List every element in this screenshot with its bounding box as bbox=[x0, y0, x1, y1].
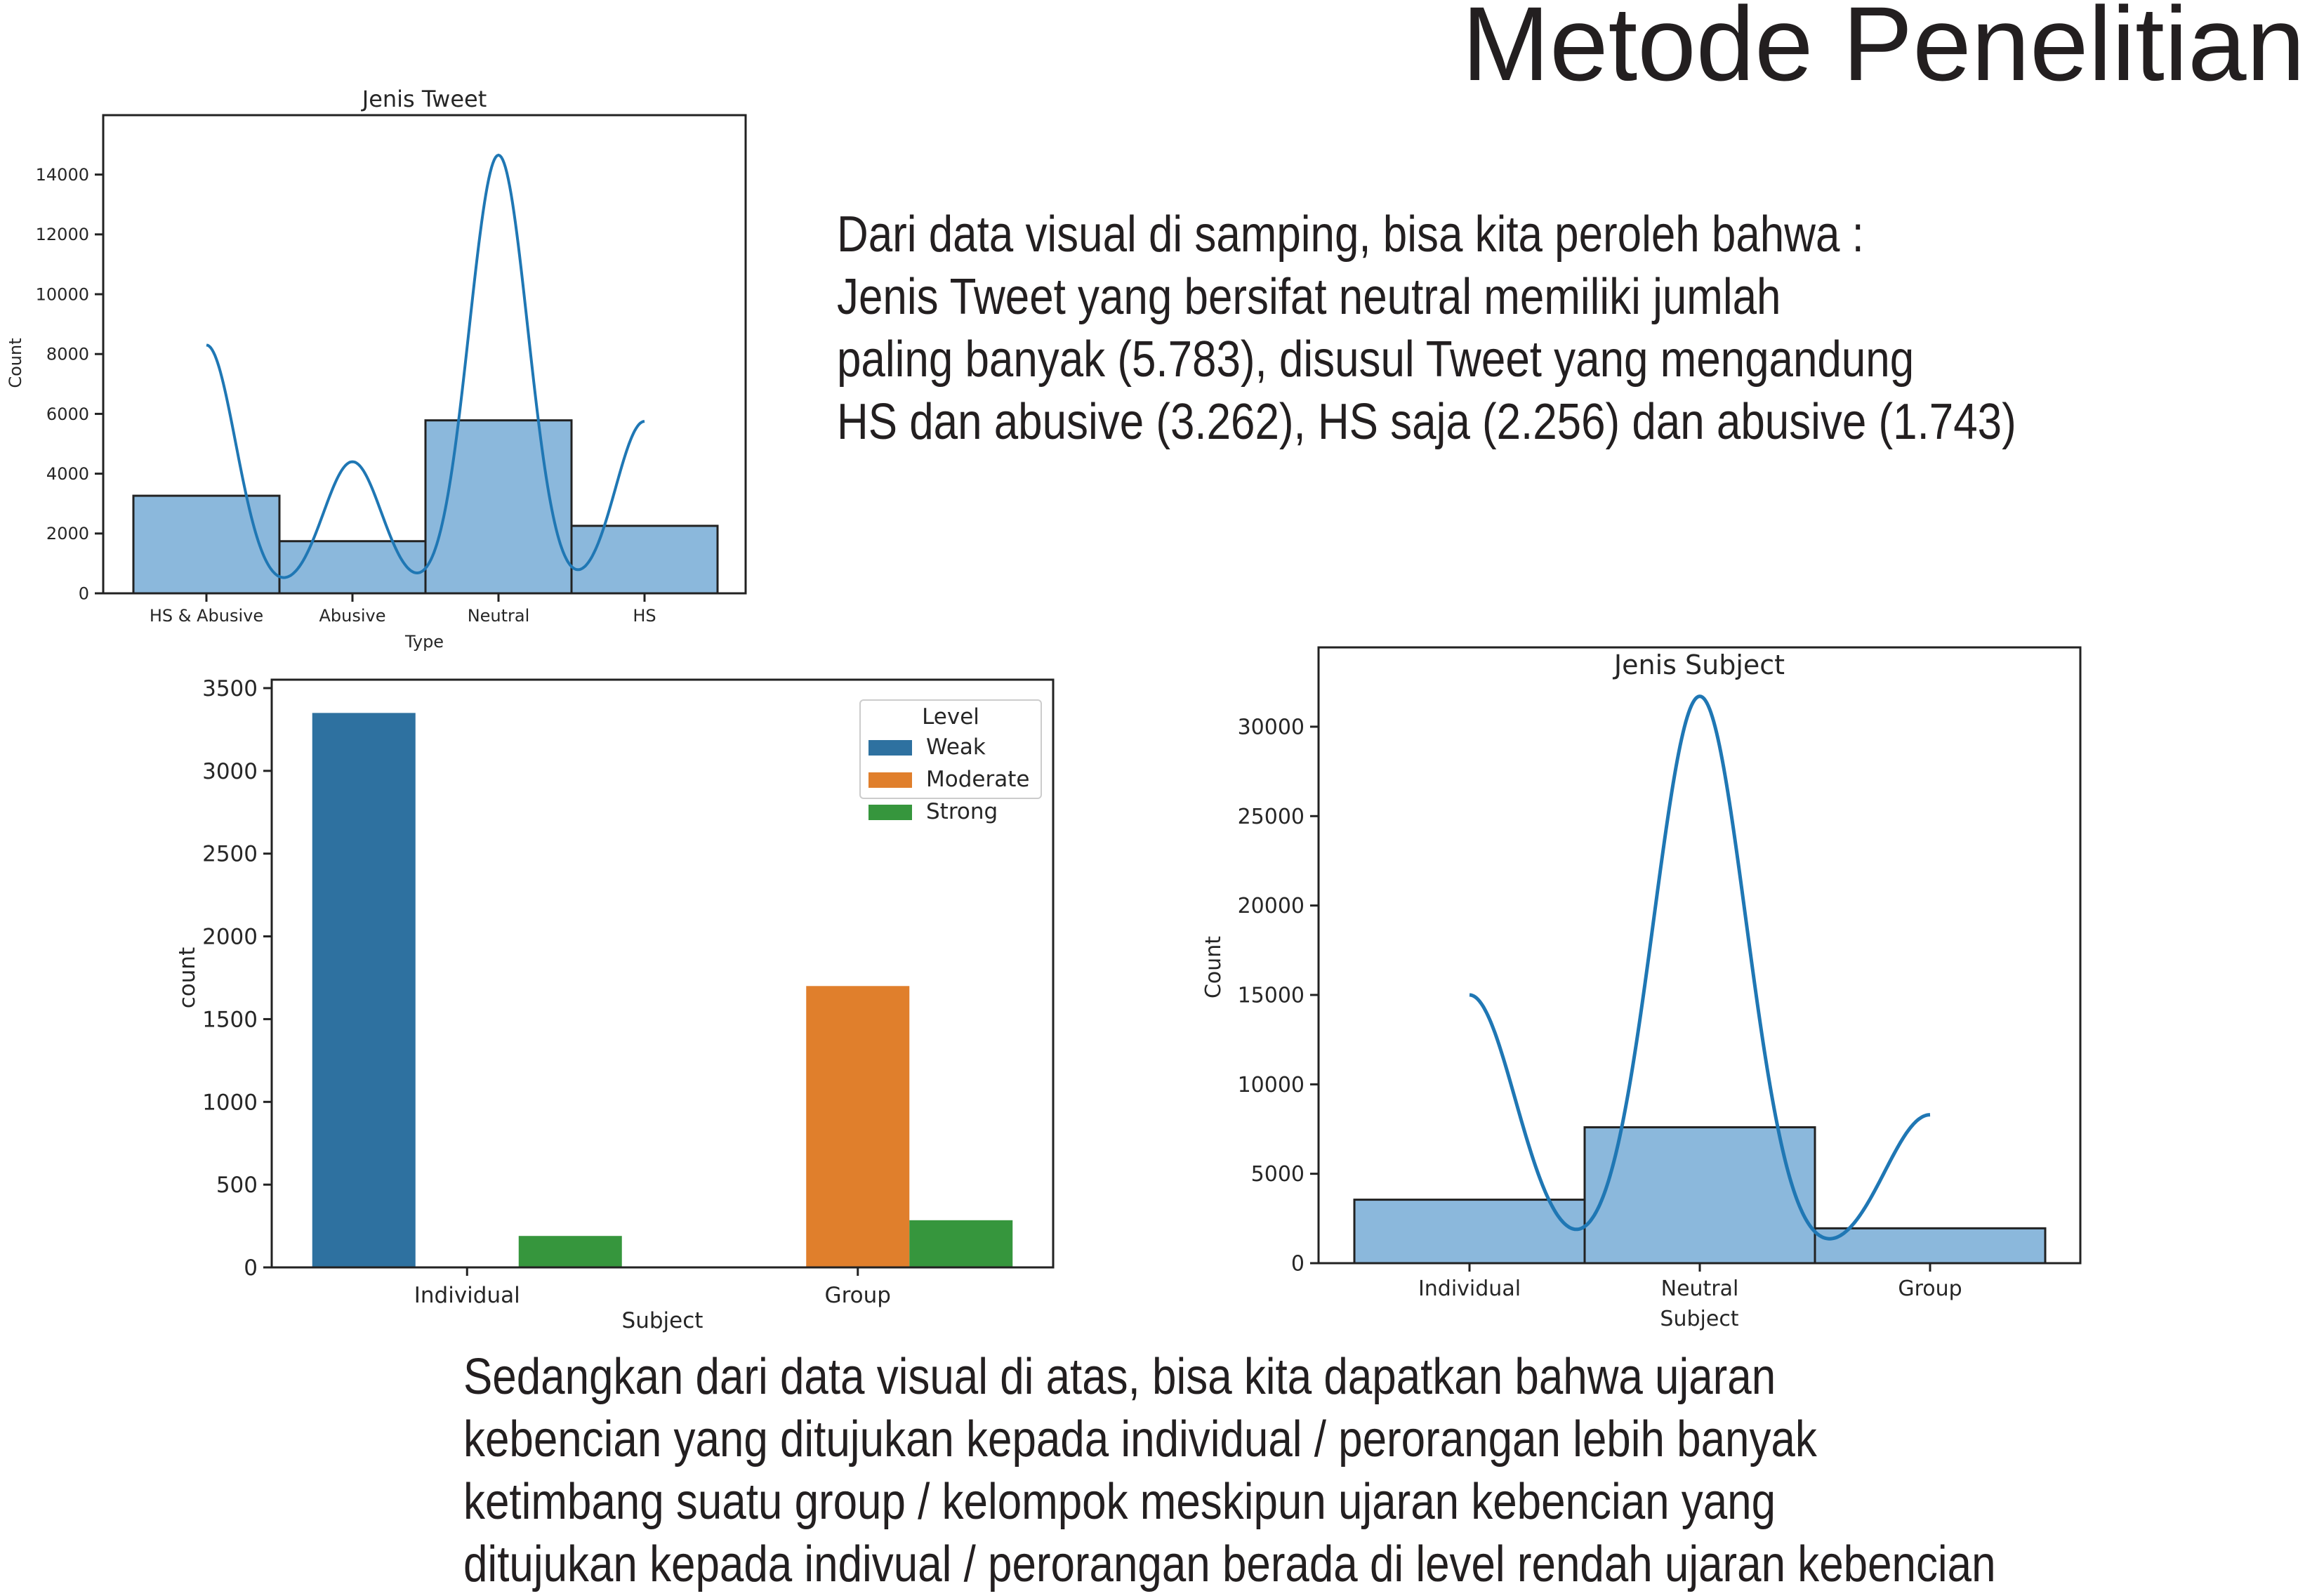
y-tick-label: 30000 bbox=[1238, 715, 1305, 739]
legend-label-moderate: Moderate bbox=[926, 767, 1029, 792]
summary-line: Sedangkan dari data visual di atas, bisa… bbox=[463, 1349, 1776, 1405]
bar-s-2 bbox=[1814, 1227, 2047, 1265]
y-tick-label: 4000 bbox=[46, 464, 89, 484]
y-tick-label: 5000 bbox=[1251, 1162, 1305, 1187]
x-tick-label: Abusive bbox=[319, 606, 385, 626]
x-tick-label: HS bbox=[633, 606, 656, 626]
chart-title: Jenis Subject bbox=[1613, 649, 1785, 680]
legend-swatch-weak bbox=[868, 740, 912, 756]
jenis-tweet-chart: 0 2000 4000 6000 8000 10000 12000 14000 HS & Abu… bbox=[6, 86, 747, 652]
x-axis-label: Subject bbox=[622, 1308, 704, 1333]
y-tick-label: 8000 bbox=[46, 345, 89, 364]
y-tick-label: 0 bbox=[244, 1255, 258, 1281]
y-tick-label: 15000 bbox=[1238, 983, 1305, 1008]
bar-strong-group bbox=[909, 1220, 1013, 1267]
legend-label-strong: Strong bbox=[926, 799, 998, 824]
x-axis-label: Subject bbox=[1660, 1307, 1738, 1331]
plot-frame bbox=[270, 678, 1055, 1269]
summary-line: paling banyak (5.783), disusul Tweet yan… bbox=[837, 331, 1915, 388]
y-tick-label: 2000 bbox=[46, 524, 89, 543]
bar-strong-individual bbox=[518, 1236, 622, 1267]
summary-line: Dari data visual di samping, bisa kita p… bbox=[837, 206, 1864, 263]
x-tick-label: Group bbox=[1898, 1277, 1962, 1301]
y-tick-label: 0 bbox=[1291, 1252, 1305, 1277]
bar-s-1 bbox=[1583, 1126, 1816, 1265]
y-tick-label: 1000 bbox=[202, 1090, 258, 1115]
x-axis-label: Type bbox=[404, 632, 444, 652]
bar-s-0 bbox=[1353, 1199, 1586, 1265]
x-tick-label: Neutral bbox=[1661, 1277, 1739, 1301]
summary-line: HS dan abusive (3.262), HS saja (2.256) … bbox=[837, 394, 2016, 450]
bar-t-3 bbox=[570, 525, 719, 595]
legend-label-weak: Weak bbox=[926, 734, 986, 760]
y-tick-label: 12000 bbox=[36, 225, 89, 244]
summary-line: ditujukan kepada indivual / perorangan b… bbox=[463, 1536, 1996, 1592]
y-tick-label: 25000 bbox=[1238, 805, 1305, 829]
legend-swatch-moderate bbox=[868, 772, 912, 788]
summary-paragraph-bottom: Sedangkan dari data visual di atas, bisa… bbox=[463, 1346, 1996, 1596]
legend-title: Level bbox=[922, 704, 979, 730]
y-tick-label: 3000 bbox=[202, 759, 258, 784]
y-tick-label: 500 bbox=[216, 1173, 258, 1198]
summary-line: ketimbang suatu group / kelompok meskipu… bbox=[463, 1474, 1776, 1530]
summary-line: kebencian yang ditujukan kepada individu… bbox=[463, 1411, 1817, 1468]
y-tick-label: 2500 bbox=[202, 842, 258, 867]
jenis-subject-chart: 0 5000 10000 15000 20000 25000 30000 Individual… bbox=[1201, 646, 2082, 1331]
kde-curve-t bbox=[206, 153, 645, 579]
y-tick-label: 2000 bbox=[202, 925, 258, 950]
x-tick-label: Neutral bbox=[468, 606, 530, 626]
y-tick-label: 10000 bbox=[1238, 1073, 1305, 1097]
x-tick-label: Individual bbox=[414, 1283, 520, 1308]
y-tick-label: 0 bbox=[79, 583, 89, 603]
bar-weak-individual bbox=[312, 713, 416, 1267]
legend-swatch-strong bbox=[868, 805, 912, 820]
y-axis-label: Count bbox=[6, 338, 25, 388]
bar-t-2 bbox=[424, 419, 573, 595]
summary-line: Jenis Tweet yang bersifat neutral memili… bbox=[837, 269, 1781, 325]
bar-t-0 bbox=[132, 494, 281, 595]
x-tick-label: Group bbox=[825, 1283, 891, 1308]
chart-title: Jenis Tweet bbox=[361, 86, 487, 112]
bar-moderate-group bbox=[806, 986, 910, 1267]
bar-t-1 bbox=[278, 540, 427, 595]
subject-level-chart: 0 500 1000 1500 2000 2500 3000 3500 Individual Gr… bbox=[175, 676, 1055, 1333]
y-axis-label: Count bbox=[1201, 936, 1226, 998]
y-tick-label: 10000 bbox=[36, 284, 89, 304]
y-tick-label: 1500 bbox=[202, 1007, 258, 1032]
y-tick-label: 14000 bbox=[36, 165, 89, 185]
y-tick-label: 6000 bbox=[46, 404, 89, 424]
summary-paragraph-top: Dari data visual di samping, bisa kita p… bbox=[837, 204, 2016, 454]
y-axis-label: count bbox=[175, 947, 200, 1008]
x-tick-label: Individual bbox=[1418, 1277, 1521, 1301]
x-tick-label: HS & Abusive bbox=[150, 606, 263, 626]
slide-title: Metode Penelitian bbox=[1462, 0, 2305, 103]
y-tick-label: 20000 bbox=[1238, 894, 1305, 918]
y-tick-label: 3500 bbox=[202, 676, 258, 701]
kde-curve-s bbox=[1469, 694, 1931, 1241]
